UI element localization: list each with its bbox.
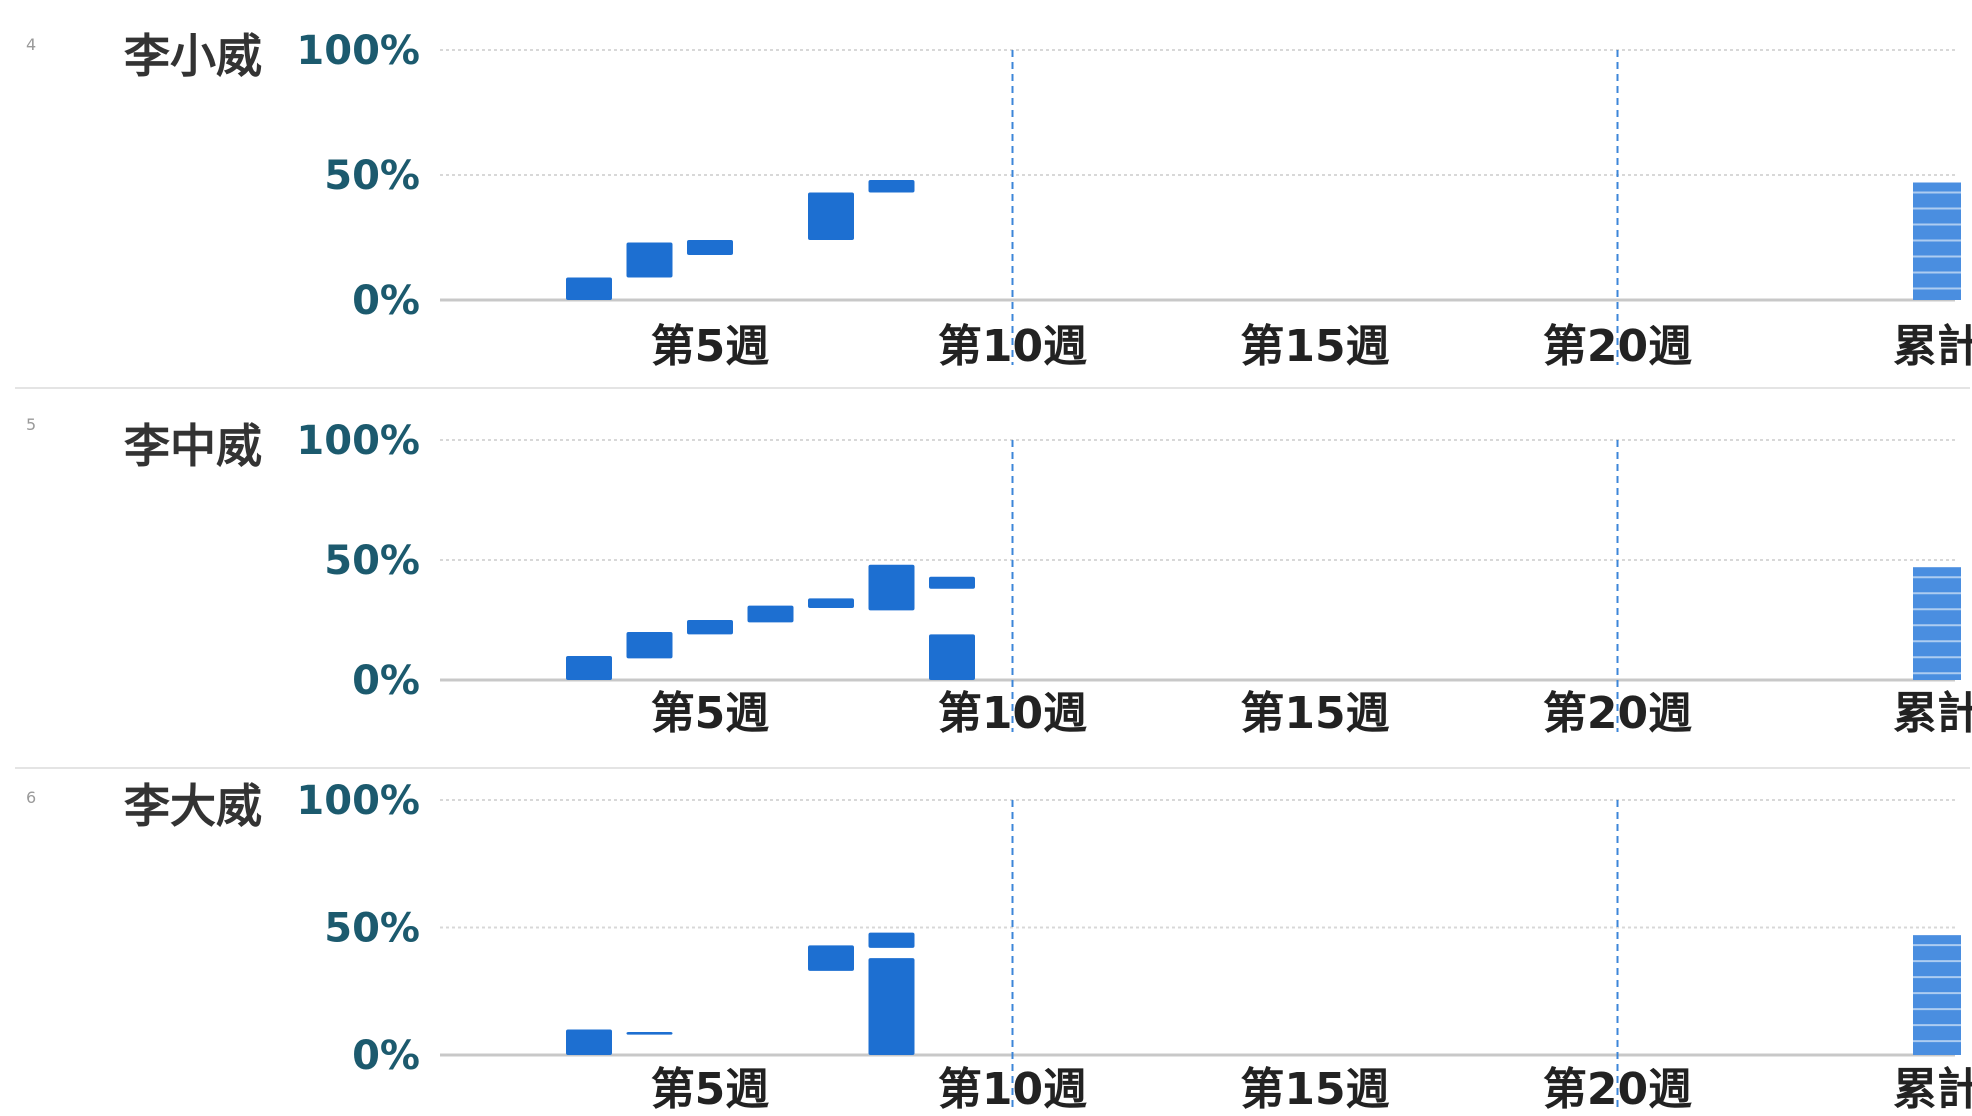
cumulative-bar (1913, 935, 1961, 1055)
range-bar (808, 945, 854, 971)
y-tick-label: 0% (352, 658, 420, 704)
range-bar (747, 605, 794, 623)
range-bar (868, 958, 915, 1055)
x-tick-label: 第10週 (938, 1064, 1087, 1115)
x-tick-label: 第5週 (651, 688, 770, 739)
y-tick-label: 100% (296, 28, 420, 74)
x-tick-label: 第20週 (1543, 1064, 1692, 1115)
y-tick-label: 0% (352, 278, 420, 324)
range-bar (566, 277, 612, 300)
range-bar (929, 576, 975, 589)
person-name: 李小威 (124, 29, 262, 83)
row-number: 5 (26, 415, 36, 434)
y-tick-label: 50% (324, 538, 420, 584)
range-bar (868, 564, 915, 611)
cumulative-bar (1913, 567, 1961, 680)
row-number: 4 (26, 35, 36, 54)
x-tick-label: 第15週 (1240, 1064, 1389, 1115)
person-name: 李中威 (124, 419, 262, 473)
range-bar (868, 932, 915, 948)
y-tick-label: 100% (296, 778, 420, 824)
y-tick-label: 50% (324, 153, 420, 199)
range-bar (808, 598, 854, 608)
x-tick-label: 第5週 (651, 321, 770, 372)
range-bar (868, 180, 915, 193)
range-bar (626, 632, 673, 659)
range-bar (626, 242, 673, 278)
x-tick-label: 第15週 (1240, 688, 1389, 739)
x-tick-label-cumulative: 累計 (1893, 321, 1972, 372)
x-tick-label: 第20週 (1543, 688, 1692, 739)
x-tick-label: 第15週 (1240, 321, 1389, 372)
range-bar (687, 620, 733, 635)
range-bar (929, 634, 975, 680)
y-tick-label: 50% (324, 906, 420, 952)
x-tick-label: 第10週 (938, 688, 1087, 739)
range-bar (566, 1029, 612, 1055)
x-tick-label-cumulative: 累計 (1893, 1064, 1972, 1115)
x-tick-label: 第10週 (938, 321, 1087, 372)
x-tick-label-cumulative: 累計 (1893, 688, 1972, 739)
range-bar (687, 240, 733, 255)
x-tick-label: 第5週 (651, 1064, 770, 1115)
y-tick-label: 0% (352, 1033, 420, 1079)
x-tick-label: 第20週 (1543, 321, 1692, 372)
row-number: 6 (26, 788, 36, 807)
range-bar (808, 192, 854, 240)
person-name: 李大威 (124, 779, 262, 833)
range-bar (566, 656, 612, 680)
range-bar (626, 1032, 673, 1035)
y-tick-label: 100% (296, 418, 420, 464)
